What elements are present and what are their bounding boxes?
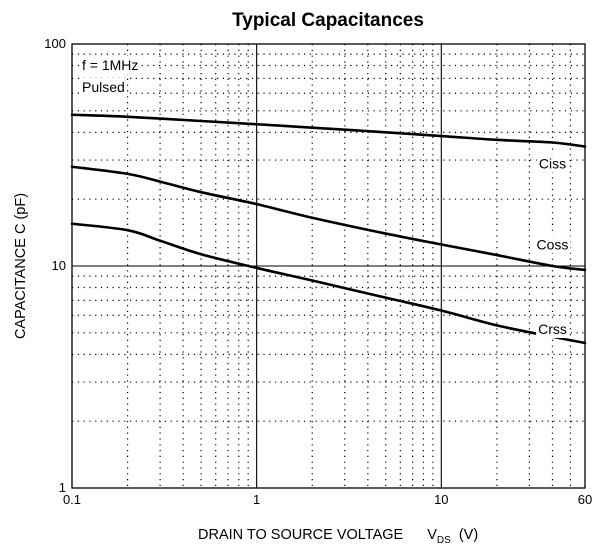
series-line-coss <box>70 165 587 272</box>
y-tick-labels: 1 10 100 <box>44 36 66 495</box>
x-tick-label: 1 <box>253 492 260 507</box>
x-axis-label: DRAIN TO SOURCE VOLTAGE VDS (V) <box>198 527 478 546</box>
x-axis-label-symbol: V <box>427 527 437 543</box>
series-label-background <box>536 154 569 173</box>
x-axis-label-unit: (V) <box>459 527 478 543</box>
series-labels: Ciss Coss Crss <box>534 154 571 339</box>
series-line-ciss <box>70 113 587 148</box>
series-label-coss: Coss <box>537 236 569 252</box>
chart-title: Typical Capacitances <box>232 10 424 31</box>
x-tick-label: 10 <box>434 492 448 507</box>
x-tick-label: 60 <box>578 492 592 507</box>
y-tick-label: 10 <box>52 258 66 273</box>
x-axis-label-subscript: DS <box>437 535 451 546</box>
series-label-ciss: Ciss <box>539 155 566 171</box>
annotation-pulsed: Pulsed <box>82 79 125 95</box>
x-tick-label: 0.1 <box>63 492 81 507</box>
x-axis-label-main: DRAIN TO SOURCE VOLTAGE <box>198 527 404 543</box>
series-curves <box>70 113 587 345</box>
annotation-background <box>80 78 127 96</box>
series-label-background <box>536 320 569 339</box>
annotation-background <box>80 56 141 74</box>
x-tick-labels: 0.1 1 10 60 <box>63 492 592 507</box>
series-label-background <box>534 235 571 254</box>
y-axis-label: CAPACITANCE C (pF) <box>13 193 29 339</box>
plot-frame <box>71 43 586 489</box>
y-tick-label: 1 <box>59 480 66 495</box>
major-grid <box>72 44 585 488</box>
annotation-frequency: f = 1MHz <box>82 57 138 73</box>
y-tick-label: 100 <box>44 36 66 51</box>
series-line-crss <box>70 222 587 345</box>
series-label-crss: Crss <box>538 321 567 337</box>
